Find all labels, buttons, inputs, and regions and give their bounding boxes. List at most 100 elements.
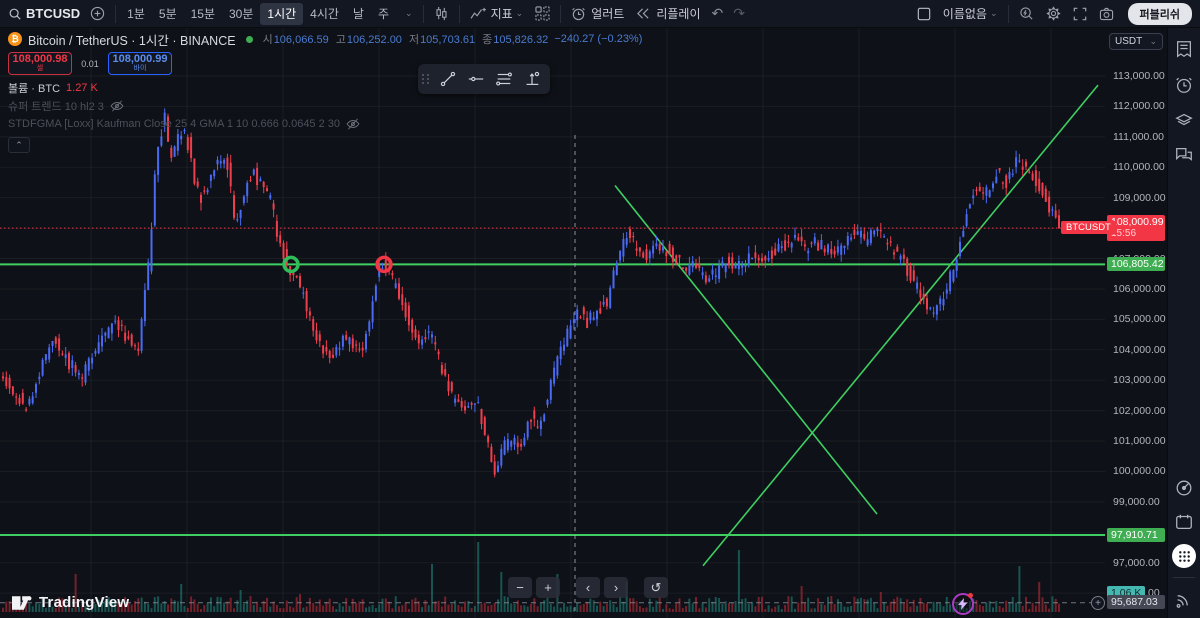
zoom-out-button[interactable]: −	[508, 577, 532, 598]
price-tick-label: 111,000.00	[1113, 130, 1164, 143]
screener-target-icon[interactable]	[1168, 473, 1200, 503]
eye-hidden-icon[interactable]	[346, 117, 360, 131]
price-tick-label: 99,000.00	[1113, 495, 1160, 508]
price-tick-label: 105,000.00	[1113, 313, 1166, 326]
ohlc-item: 저105,703.61	[409, 31, 475, 47]
fullscreen-icon[interactable]	[1067, 3, 1093, 25]
alerts-panel-icon[interactable]	[1168, 70, 1200, 100]
indicator-title: 슈퍼 트렌드 10 hl2 3	[8, 101, 104, 113]
scroll-left-button[interactable]: ‹	[576, 577, 600, 598]
volume-value: 1.27 K	[66, 82, 98, 94]
symbol-search-button[interactable]: BTCUSD	[26, 6, 81, 21]
ohlc-value: 106,252.00	[346, 34, 402, 46]
replay-icon	[636, 7, 651, 20]
sell-label: 셀	[36, 65, 44, 72]
alert-button[interactable]: 얼러트	[565, 3, 630, 25]
layout-name-label: 이름없음	[942, 7, 987, 21]
alert-label: 얼러트	[591, 7, 625, 21]
alert-clock-icon	[571, 6, 586, 21]
apps-menu-icon[interactable]	[1168, 541, 1200, 571]
quick-search-icon[interactable]	[1013, 3, 1040, 25]
horizontal-ray-tool-icon[interactable]	[464, 67, 488, 91]
zoom-in-button[interactable]: +	[536, 577, 560, 598]
level-price-label: 106,805.42	[1107, 256, 1165, 271]
candle-style-icon[interactable]	[428, 3, 455, 25]
eye-hidden-icon[interactable]	[110, 99, 124, 113]
buy-label: 바이	[133, 65, 147, 72]
timeframe-4시간[interactable]: 4시간	[310, 7, 339, 21]
calendar-icon[interactable]	[1168, 507, 1200, 537]
price-tick-label: 110,000.00	[1113, 161, 1165, 174]
timeframe-1시간[interactable]: 1시간	[260, 2, 304, 25]
search-icon[interactable]	[8, 7, 22, 21]
replay-label: 리플레이	[656, 7, 701, 21]
tradingview-logo[interactable]: TradingView	[12, 594, 129, 611]
ohlc-key: 저	[408, 34, 420, 46]
layout-square-icon[interactable]	[911, 3, 937, 25]
spread-value: 0.01	[81, 58, 99, 69]
ohlc-value: 105,826.32	[493, 34, 549, 46]
bitcoin-logo-icon: ₿	[8, 32, 22, 46]
indicator-templates-icon[interactable]	[529, 3, 556, 25]
symbol-info-row[interactable]: ₿ Bitcoin / TetherUS · 1시간 · BINANCE 시10…	[8, 31, 642, 48]
currency-toggle-button[interactable]: USDT ⌄	[1109, 33, 1163, 50]
trade-buttons-row: 108,000.98 셀 0.01 108,000.99 바이	[8, 52, 642, 75]
ohlc-item: 시106,066.59	[263, 31, 329, 47]
divider	[422, 4, 424, 23]
chart-nav-cluster: − + ‹ › ↺	[508, 577, 668, 598]
replay-button[interactable]: 리플레이	[630, 3, 706, 25]
divider	[1173, 577, 1195, 578]
floating-drawing-toolbar[interactable]	[418, 64, 550, 94]
price-axis[interactable]: USDT ⌄ 113,000.00 112,000.00 111,000.00 110…	[1105, 28, 1167, 618]
volume-title: 볼륨 · BTC	[8, 83, 61, 95]
divider	[458, 4, 460, 23]
boost-flash-icon[interactable]	[952, 593, 974, 615]
scroll-right-button[interactable]: ›	[604, 577, 628, 598]
timeframe-dropdown-icon[interactable]: ⌄	[405, 8, 413, 18]
price-line-symbol-tag: BTCUSDT	[1061, 221, 1116, 235]
timeframe-5분[interactable]: 5분	[158, 7, 177, 21]
ohlc-key: 시	[262, 34, 273, 46]
buy-button[interactable]: 108,000.99 바이	[108, 52, 172, 75]
volume-legend-row[interactable]: 볼륨 · BTC 1.27 K	[8, 79, 642, 97]
drag-handle[interactable]	[422, 74, 430, 84]
right-sidebar	[1167, 28, 1200, 618]
layout-name-button[interactable]: 이름없음 ⌄	[937, 3, 1004, 25]
timeframe-날[interactable]: 날	[352, 7, 364, 21]
trend-line-tool-icon[interactable]	[436, 67, 460, 91]
bar-countdown: 15:56	[1111, 228, 1137, 240]
publish-button[interactable]: 퍼블리쉬	[1127, 2, 1192, 25]
sell-button[interactable]: 108,000.98 셀	[8, 52, 72, 75]
settings-gear-icon[interactable]	[1040, 3, 1067, 25]
price-tick-label: 112,000.00	[1113, 100, 1165, 113]
broadcast-signal-icon[interactable]	[1168, 584, 1200, 614]
indicator-row[interactable]: 슈퍼 트렌드 10 hl2 3	[8, 97, 642, 115]
indicators-button[interactable]: 지표 ⌄	[464, 3, 530, 25]
ohlc-value: 106,066.59	[273, 34, 329, 46]
indicator-title: STDFGMA [Loxx] Kaufman Close 25 4 GMA 1 …	[8, 118, 341, 130]
price-tick-label: 104,000.00	[1113, 343, 1166, 356]
timeframe-30분[interactable]: 30분	[229, 7, 254, 21]
sell-price: 108,000.98	[12, 53, 68, 65]
indicator-row[interactable]: STDFGMA [Loxx] Kaufman Close 25 4 GMA 1 …	[8, 115, 642, 133]
ohlc-values: 시106,066.59 고106,252.00 저105,703.61 종105,82…	[263, 31, 549, 47]
parallel-lines-tool-icon[interactable]	[492, 67, 516, 91]
watchlist-icon[interactable]	[1168, 34, 1200, 64]
indicators-label: 지표	[490, 7, 513, 21]
camera-snapshot-icon[interactable]	[1093, 3, 1120, 25]
redo-button[interactable]: ↷	[733, 5, 745, 21]
reset-chart-button[interactable]: ↺	[644, 577, 668, 598]
add-symbol-icon[interactable]	[84, 3, 111, 25]
chart-legend: ₿ Bitcoin / TetherUS · 1시간 · BINANCE 시10…	[8, 31, 642, 153]
timeframe-15분[interactable]: 15분	[190, 7, 215, 21]
undo-button[interactable]: ↶	[711, 5, 724, 21]
vertical-line-tool-icon[interactable]	[520, 67, 544, 91]
timeframe-1분[interactable]: 1분	[127, 7, 145, 21]
chat-icon[interactable]	[1168, 140, 1200, 170]
collapse-legend-button[interactable]: ⌃	[8, 137, 30, 153]
timeframe-주[interactable]: 주	[377, 7, 390, 21]
object-tree-icon[interactable]	[1168, 105, 1200, 135]
last-price-label: 108,000.99 15:56	[1107, 215, 1165, 242]
add-alert-plus-icon[interactable]: +	[1091, 596, 1105, 610]
ohlc-value: 105,703.61	[420, 34, 476, 46]
